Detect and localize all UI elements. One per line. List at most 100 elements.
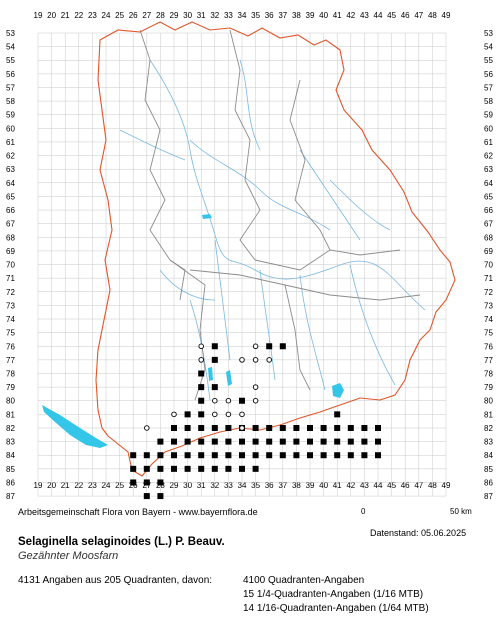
occurrence-square	[211, 452, 218, 459]
occurrence-square	[347, 438, 354, 445]
data-date: Datenstand: 05.06.2025	[370, 528, 467, 538]
occurrence-square	[361, 452, 368, 459]
occurrence-square	[320, 452, 327, 459]
x-tick-label: 39	[306, 481, 315, 490]
x-tick-label: 42	[346, 11, 355, 20]
y-tick-label: 56	[484, 70, 493, 79]
occurrence-square	[320, 438, 327, 445]
occurrence-square	[171, 452, 177, 459]
occurrence-circle	[198, 357, 204, 363]
x-tick-label: 26	[129, 11, 138, 20]
occurrence-square	[198, 465, 205, 472]
occurrence-square	[320, 424, 327, 431]
y-tick-label: 55	[484, 56, 493, 65]
x-tick-label: 49	[442, 11, 451, 20]
x-tick-label: 33	[224, 11, 233, 20]
occurrence-square	[307, 424, 313, 431]
y-tick-label: 78	[484, 370, 493, 379]
y-tick-label: 67	[6, 220, 15, 229]
x-tick-label: 24	[102, 11, 111, 20]
occurrence-circle	[239, 425, 245, 431]
x-tick-label: 21	[61, 11, 70, 20]
occurrence-square	[198, 424, 205, 431]
y-tick-label: 75	[484, 329, 493, 338]
y-tick-label: 70	[484, 261, 493, 270]
occurrence-circle	[252, 384, 259, 390]
y-tick-label: 86	[6, 478, 15, 487]
x-tick-label: 23	[88, 481, 97, 490]
y-tick-label: 53	[6, 29, 15, 38]
occurrence-square	[171, 465, 177, 472]
occurrence-square	[307, 452, 313, 459]
occurrence-square	[347, 424, 354, 431]
occurrence-square	[239, 397, 245, 404]
y-tick-label: 61	[6, 138, 15, 147]
occurrence-square	[198, 438, 205, 445]
occurrence-square	[293, 424, 300, 431]
x-tick-label: 25	[115, 481, 124, 490]
occurrence-square	[143, 493, 150, 500]
y-tick-label: 62	[6, 152, 15, 161]
x-tick-label: 28	[156, 481, 165, 490]
y-tick-label: 87	[6, 492, 15, 500]
occurrence-square	[157, 438, 164, 445]
x-tick-label: 35	[251, 481, 260, 490]
occurrence-square	[225, 452, 232, 459]
y-tick-label: 70	[6, 261, 15, 270]
y-tick-label: 57	[6, 83, 15, 92]
y-tick-label: 83	[6, 438, 15, 447]
credit-text: Arbeitsgemeinschaft Flora von Bayern - w…	[18, 507, 258, 517]
bodensee-lake	[42, 405, 108, 448]
occurrence-square	[307, 438, 313, 445]
x-tick-label: 44	[374, 481, 383, 490]
bavaria-border	[95, 21, 456, 477]
x-tick-label: 47	[414, 481, 423, 490]
distribution-map: 19 19 20 20 21 21 22 22 23 23 24 24 25 25 26 26 27 27 28 28…	[6, 11, 493, 500]
occurrence-square	[239, 438, 245, 445]
x-tick-label: 45	[387, 11, 396, 20]
occurrence-square	[171, 438, 177, 445]
x-tick-label: 20	[47, 481, 56, 490]
y-tick-label: 78	[6, 370, 15, 379]
x-tick-label: 34	[238, 481, 247, 490]
occurrence-square	[293, 438, 300, 445]
occurrence-square	[184, 465, 191, 472]
occurrence-circle	[212, 411, 218, 418]
occurrence-square	[184, 438, 191, 445]
occurrence-circle	[198, 343, 204, 350]
occurrence-square	[198, 384, 205, 391]
starnberger-see-lake	[226, 370, 232, 386]
x-tick-label: 38	[292, 481, 301, 490]
common-name: Gezähnter Moosfarn	[18, 550, 119, 562]
occurrence-square	[375, 424, 381, 431]
y-tick-label: 71	[484, 274, 493, 283]
occurrence-square	[252, 424, 259, 431]
y-tick-label: 54	[6, 43, 15, 52]
x-tick-label: 33	[224, 481, 233, 490]
y-tick-label: 81	[6, 410, 15, 419]
occurrence-circle	[266, 357, 272, 363]
y-tick-label: 66	[6, 206, 15, 215]
y-tick-label: 84	[484, 451, 493, 460]
occurrence-square	[184, 452, 191, 459]
occurrence-square	[266, 424, 273, 431]
y-tick-label: 76	[484, 342, 493, 351]
occurrence-square	[143, 465, 150, 472]
y-tick-label: 55	[6, 56, 15, 65]
y-tick-label: 72	[484, 288, 493, 297]
y-tick-label: 84	[6, 451, 15, 460]
y-tick-label: 83	[484, 438, 493, 447]
y-tick-label: 59	[6, 111, 15, 120]
occurrence-square	[211, 384, 218, 391]
y-tick-label: 68	[6, 233, 15, 242]
occurrence-square	[334, 424, 341, 431]
x-tick-label: 28	[156, 11, 165, 20]
y-tick-label: 81	[484, 410, 493, 419]
x-tick-label: 48	[428, 11, 437, 20]
occurrence-square	[334, 411, 341, 418]
y-tick-label: 85	[6, 465, 15, 474]
y-tick-label: 73	[6, 301, 15, 310]
y-tick-label: 65	[484, 192, 493, 201]
occurrence-square	[375, 438, 381, 445]
x-tick-label: 24	[102, 481, 111, 490]
